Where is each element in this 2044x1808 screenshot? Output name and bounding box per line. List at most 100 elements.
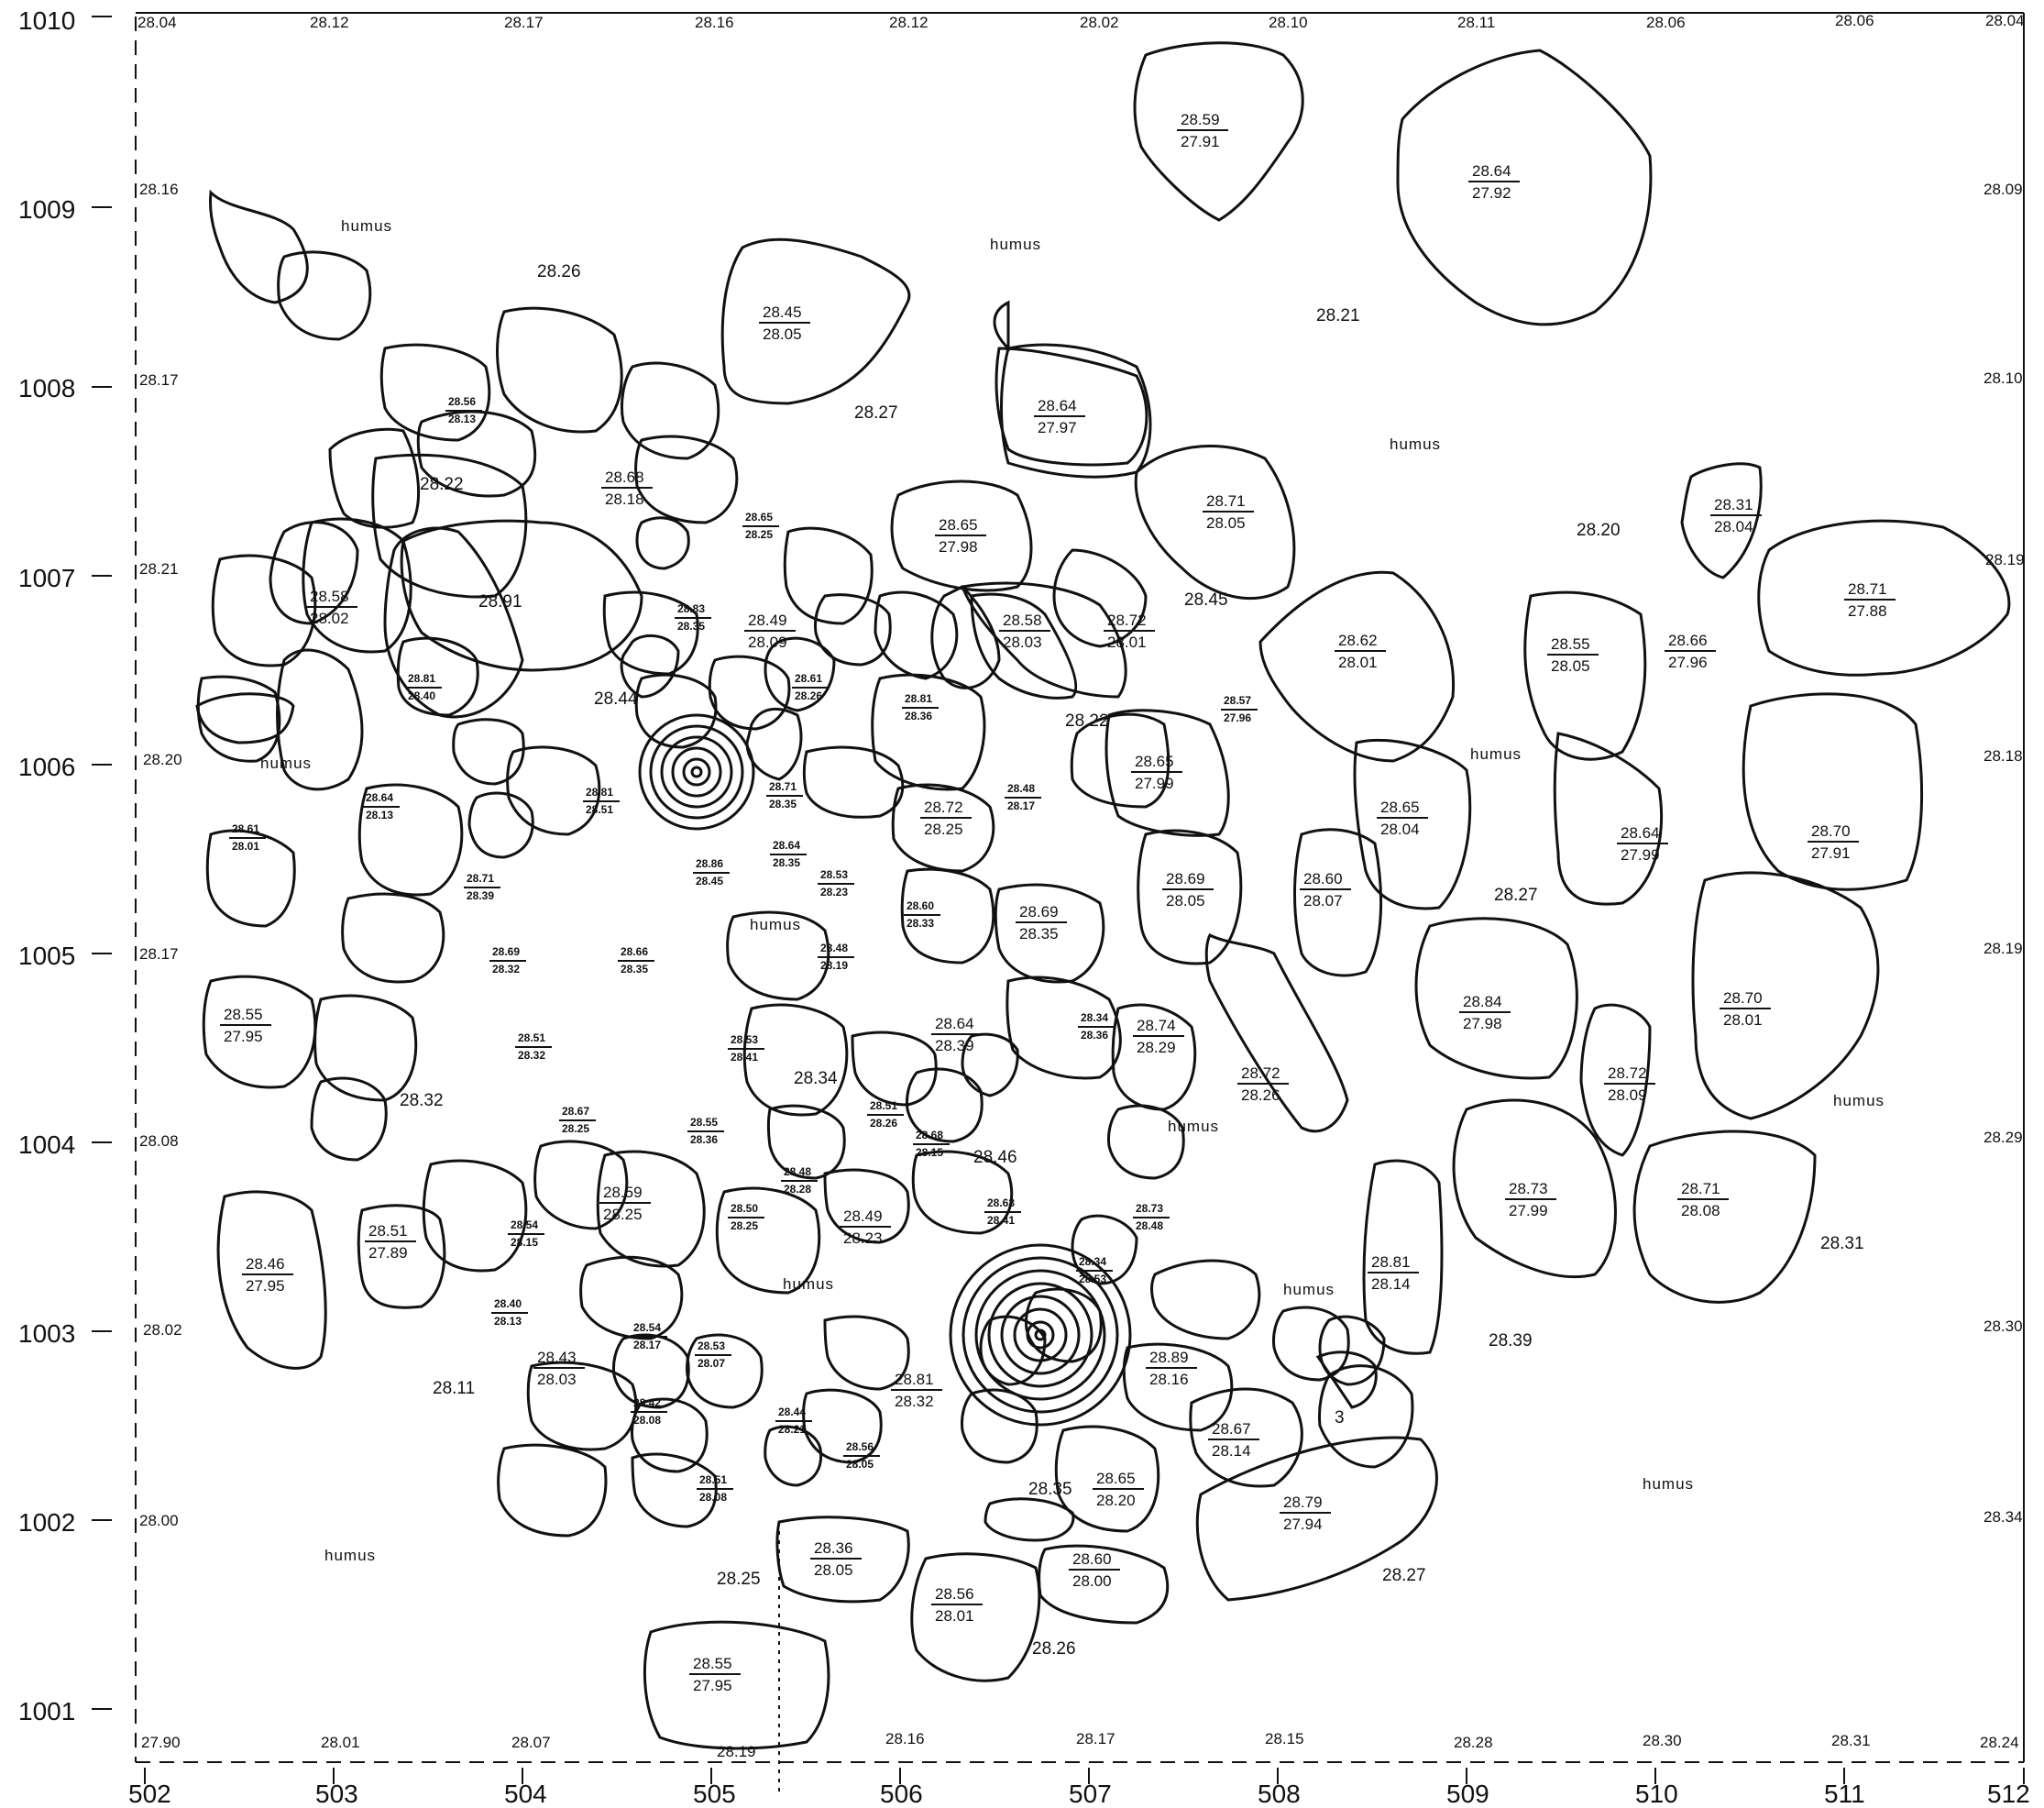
stone [802,745,905,819]
small-stone-elevation-label: 28.54 28.15 [508,1218,544,1249]
ground-elevation: 28.20 [1577,521,1621,540]
stone-elevation-label: 28.89 28.16 [1146,1349,1197,1388]
stone-top-elevation: 28.51 [518,1031,545,1044]
ground-elevation: 28.27 [854,403,898,423]
small-stone-elevation-label: 28.56 28.13 [445,395,482,425]
stone-bottom-elevation: 28.17 [1007,799,1035,812]
stone-elevation-label: 28.84 27.98 [1459,993,1511,1032]
humus-labels: humus humus humus humus humus humus humu… [260,217,1885,1564]
small-stone-elevation-label: 28.64 28.13 [363,791,400,821]
stone-elevation-label: 28.71 28.05 [1203,492,1254,532]
edge-elevation: 28.19 [1984,940,2023,957]
stone-top-elevation: 28.50 [731,1202,758,1215]
stone-top-elevation: 28.66 [621,945,648,958]
stone-top-elevation: 28.48 [820,942,848,954]
small-stone-elevation-label: 28.57 27.96 [1221,694,1258,724]
stone-bottom-elevation: 28.03 [537,1371,577,1388]
stone [579,1255,684,1340]
stone-top-elevation: 28.71 [467,872,494,885]
stone-bottom-elevation: 27.98 [1463,1015,1502,1032]
edge-elevation: 28.04 [1985,12,2025,29]
stone-bottom-elevation: 28.18 [605,491,644,508]
stone-top-elevation: 28.65 [1380,799,1420,816]
ground-elevation: 28.31 [1820,1234,1864,1253]
edge-elevation: 28.00 [139,1512,179,1529]
stone-bottom-elevation: 28.05 [846,1458,874,1471]
small-stone-elevation-label: 28.73 28.48 [1133,1202,1170,1232]
stone [357,1204,446,1309]
stone-elevation-label: 28.73 27.99 [1505,1180,1556,1219]
stone-bottom-elevation: 28.08 [1681,1202,1720,1219]
stone-elevation-label: 28.55 27.95 [220,1006,271,1045]
stone [313,994,418,1102]
stone-top-elevation: 28.74 [1137,1017,1176,1034]
edge-elevation: 28.17 [139,945,179,963]
stone-elevation-label: 28.58 28.03 [999,612,1050,651]
stone-bottom-elevation: 28.26 [870,1117,897,1130]
stone [961,1032,1019,1097]
ground-elevation: 28.44 [594,689,638,709]
stone [634,435,739,524]
stone-top-elevation: 28.65 [745,511,773,524]
stone-elevation-label: 28.65 27.99 [1131,753,1182,792]
stone-top-elevation: 28.69 [1166,870,1205,887]
small-stone-elevation-label: 28.40 28.13 [491,1297,528,1328]
small-stone-elevation-label: 28.53 28.23 [818,868,854,898]
stone [612,1333,690,1409]
stone-elevation-label: 28.65 28.04 [1377,799,1428,838]
small-stone-elevation-label: 28.61 28.26 [792,672,829,702]
humus-label: humus [324,1547,376,1564]
stone-bottom-elevation: 28.14 [1212,1442,1251,1460]
stone-bottom-elevation: 28.29 [1137,1039,1176,1056]
humus-label: humus [750,916,801,933]
stone-bottom-elevation: 28.25 [731,1219,758,1232]
stone-elevation-label: 28.51 27.89 [365,1222,416,1262]
y-tick-label: 1005 [18,942,75,970]
stone-top-elevation: 28.73 [1509,1180,1548,1197]
stone-bottom-elevation: 28.13 [448,413,476,425]
ground-elevation: 28.34 [794,1069,838,1088]
stone-top-elevation: 28.81 [895,1371,934,1388]
stone-top-elevation: 28.67 [562,1105,589,1118]
stone [1396,49,1653,326]
stone-elevation-label: 28.66 27.96 [1665,632,1716,671]
edge-elevation: 28.08 [139,1132,179,1150]
y-tick-label: 1002 [18,1508,75,1537]
humus-label: humus [1470,745,1522,763]
small-stone-elevation-label: 28.51 28.26 [867,1099,904,1130]
stone-bottom-elevation: 28.35 [773,856,800,869]
stone-top-elevation: 28.73 [1136,1202,1163,1215]
stone-bottom-elevation: 28.33 [907,917,934,930]
small-stone-elevation-label: 28.42 28.08 [631,1396,667,1427]
stone [1258,570,1456,763]
edge-elevation: 28.17 [504,14,544,31]
stone-top-elevation: 28.81 [408,672,435,685]
small-stone-elevation-label: 28.67 28.25 [559,1105,596,1135]
stone-top-elevation: 28.44 [778,1406,806,1418]
stone-elevation-label: 28.59 27.91 [1177,111,1228,150]
small-stone-elevation-label: 28.53 28.07 [695,1339,731,1370]
small-stone-elevation-label: 28.44 28.21 [775,1406,812,1436]
stone-bottom-elevation: 28.07 [698,1357,725,1370]
stone-top-elevation: 28.71 [1206,492,1246,510]
stone-bottom-elevation: 28.04 [1714,518,1753,535]
stone-bottom-elevation: 28.41 [731,1051,758,1064]
edge-elevation: 28.30 [1984,1317,2023,1335]
humus-label: humus [1833,1092,1885,1109]
stone [302,517,412,654]
stone [814,593,892,667]
stone [357,783,464,897]
stone [379,343,491,442]
stone-elevation-label: 28.55 27.95 [689,1655,741,1694]
stone-top-elevation: 28.54 [511,1218,538,1231]
stone-bottom-elevation: 28.01 [935,1607,974,1625]
stone-elevation-label: 28.69 28.05 [1162,870,1214,910]
stone-elevation-label: 28.65 28.20 [1093,1470,1144,1509]
ground-elevation: 28.46 [973,1148,1017,1167]
stone-top-elevation: 28.63 [987,1196,1015,1209]
stone-elevation-label: 28.59 28.25 [599,1184,651,1223]
edge-elevation: 28.10 [1269,14,1308,31]
stone-elevation-label: 28.62 28.01 [1335,632,1386,671]
stone-top-elevation: 28.54 [633,1321,661,1334]
